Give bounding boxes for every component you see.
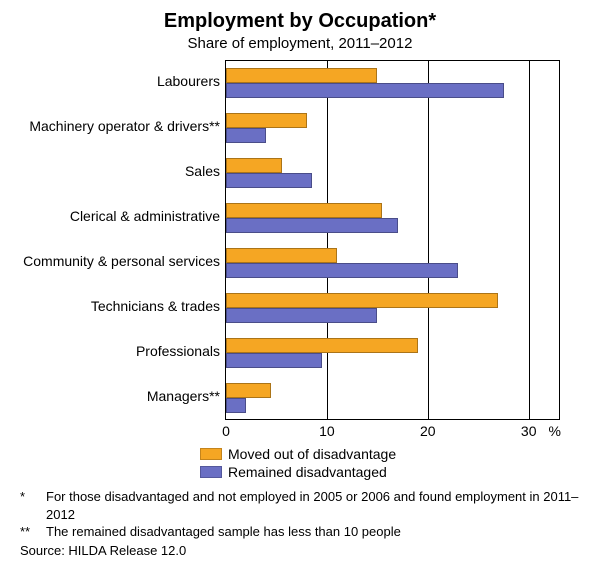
bar [226, 398, 246, 413]
legend: Moved out of disadvantage Remained disad… [200, 446, 580, 480]
gridline [428, 61, 429, 419]
legend-label: Remained disadvantaged [228, 464, 387, 480]
plot-area: 0102030% Labourers Machinery operator & d… [20, 60, 580, 420]
bar [226, 128, 266, 143]
chart-container: Employment by Occupation* Share of emplo… [0, 0, 600, 580]
legend-swatch [200, 466, 222, 478]
bar [226, 218, 398, 233]
footnote-mark: * [20, 488, 46, 523]
category-label: Community & personal services [20, 254, 220, 269]
bar [226, 203, 382, 218]
category-label: Clerical & administrative [20, 209, 220, 224]
x-tick-label: 0 [222, 423, 230, 439]
legend-item: Remained disadvantaged [200, 464, 580, 480]
gridline [529, 61, 530, 419]
bar [226, 308, 377, 323]
bar [226, 263, 458, 278]
legend-label: Moved out of disadvantage [228, 446, 396, 462]
legend-swatch [200, 448, 222, 460]
footnote-text: The remained disadvantaged sample has le… [46, 523, 401, 541]
plot-inner: 0102030% [225, 60, 560, 420]
bar [226, 158, 282, 173]
footnote-mark: ** [20, 523, 46, 541]
bar [226, 83, 504, 98]
source-line: Source: HILDA Release 12.0 [20, 543, 580, 558]
bar [226, 353, 322, 368]
footnote-text: For those disadvantaged and not employed… [46, 488, 580, 523]
category-label: Sales [20, 164, 220, 179]
x-tick-label: 30 [521, 423, 537, 439]
bar [226, 338, 418, 353]
bar [226, 248, 337, 263]
gridline [327, 61, 328, 419]
x-tick-label: 10 [319, 423, 335, 439]
legend-item: Moved out of disadvantage [200, 446, 580, 462]
bar [226, 173, 312, 188]
footnote: ** The remained disadvantaged sample has… [20, 523, 580, 541]
x-tick-label: 20 [420, 423, 436, 439]
footnotes: * For those disadvantaged and not employ… [20, 488, 580, 541]
category-label: Technicians & trades [20, 299, 220, 314]
bar [226, 113, 307, 128]
chart-subtitle: Share of employment, 2011–2012 [20, 35, 580, 52]
category-label: Managers** [20, 389, 220, 404]
category-label: Machinery operator & drivers** [20, 119, 220, 134]
category-label: Professionals [20, 344, 220, 359]
x-axis-unit: % [549, 423, 561, 439]
bar [226, 293, 498, 308]
chart-title: Employment by Occupation* [20, 10, 580, 33]
category-label: Labourers [20, 74, 220, 89]
bar [226, 68, 377, 83]
bar [226, 383, 271, 398]
footnote: * For those disadvantaged and not employ… [20, 488, 580, 523]
